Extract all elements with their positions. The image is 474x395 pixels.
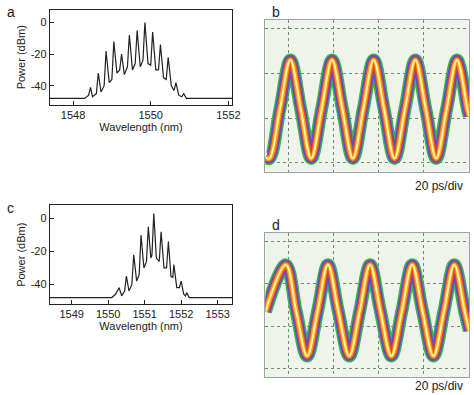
svg-text:1550: 1550 bbox=[138, 109, 162, 121]
svg-text:1551: 1551 bbox=[132, 308, 156, 320]
svg-text:0: 0 bbox=[40, 212, 46, 224]
svg-text:-40: -40 bbox=[31, 80, 47, 92]
svg-text:-20: -20 bbox=[31, 48, 47, 60]
svg-text:1550: 1550 bbox=[96, 308, 120, 320]
svg-text:1552: 1552 bbox=[216, 109, 240, 121]
svg-text:1548: 1548 bbox=[61, 109, 85, 121]
svg-text:Wavelength (nm): Wavelength (nm) bbox=[99, 320, 182, 332]
svg-text:b: b bbox=[272, 4, 280, 20]
svg-text:0: 0 bbox=[40, 16, 46, 28]
svg-text:1552: 1552 bbox=[169, 308, 193, 320]
svg-text:d: d bbox=[272, 217, 280, 233]
svg-text:Power (dBm): Power (dBm) bbox=[15, 223, 27, 287]
svg-text:20 ps/div: 20 ps/div bbox=[415, 179, 463, 193]
svg-text:Power (dBm): Power (dBm) bbox=[15, 25, 27, 89]
svg-text:1553: 1553 bbox=[205, 308, 229, 320]
svg-text:Wavelength (nm): Wavelength (nm) bbox=[99, 121, 182, 133]
svg-text:-20: -20 bbox=[31, 245, 47, 257]
svg-text:c: c bbox=[7, 200, 14, 216]
svg-text:20 ps/div: 20 ps/div bbox=[415, 379, 463, 393]
svg-text:a: a bbox=[7, 4, 15, 20]
svg-text:-40: -40 bbox=[31, 278, 47, 290]
svg-text:1549: 1549 bbox=[59, 308, 83, 320]
